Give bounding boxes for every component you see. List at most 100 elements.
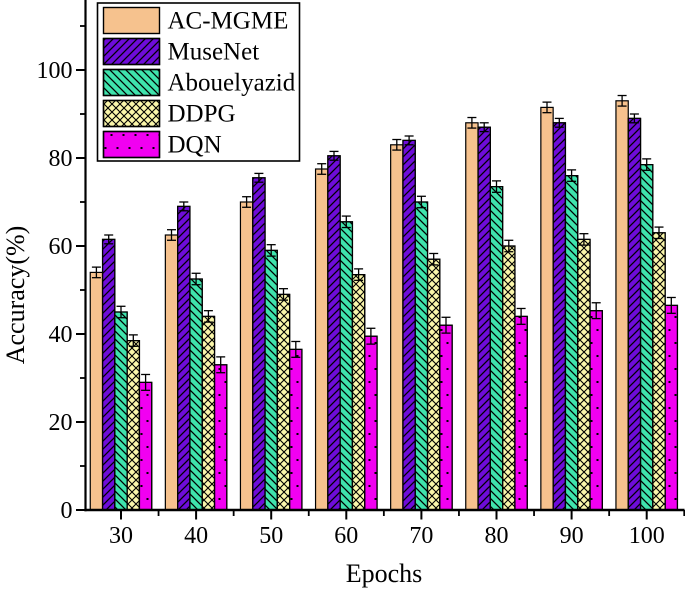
bar-hatch-DDPG-50 (276, 293, 291, 511)
bar-hatch-DDPG-70 (426, 258, 441, 511)
bar-hatch-MuseNet-60 (327, 155, 341, 511)
error-bar-Abouelyazid-80 (492, 180, 501, 193)
legend-label-DDPG: DDPG (168, 101, 236, 128)
error-bar-MuseNet-40 (179, 201, 189, 212)
legend-swatch-AC-MGME (102, 6, 161, 35)
bar-hatch-Abouelyazid-100 (639, 164, 654, 511)
x-tick-label-40: 40 (184, 523, 208, 549)
bar-hatch-DDPG-40 (201, 315, 216, 511)
y-tick-label-20: 20 (49, 410, 73, 436)
bar-hatch-DQN-40 (213, 364, 228, 511)
error-bar-DDPG-70 (429, 252, 439, 266)
bar-hatch-MuseNet-90 (552, 122, 567, 511)
bar-hatch-DQN-60 (364, 335, 378, 511)
bar-hatch-DQN-90 (589, 310, 603, 511)
legend-swatch-hatch-DQN (102, 130, 161, 159)
bar-hatch-DQN-70 (439, 324, 453, 511)
bar-hatch-Abouelyazid-90 (564, 175, 579, 511)
error-bar-Abouelyazid-90 (567, 169, 577, 182)
bar-hatch-DDPG-30 (126, 340, 141, 511)
bar-hatch-DDPG-80 (502, 245, 516, 511)
error-bar-MuseNet-50 (254, 172, 264, 183)
error-bar-DQN-50 (291, 340, 301, 358)
x-tick-label-80: 80 (485, 523, 509, 549)
legend-swatch-hatch-Abouelyazid (102, 68, 161, 97)
error-bar-DDPG-100 (654, 226, 664, 240)
y-tick-label-40: 40 (49, 322, 73, 348)
bar-hatch-Abouelyazid-50 (264, 249, 278, 511)
error-bar-AC-MGME-40 (167, 229, 176, 241)
bar-hatch-DDPG-100 (652, 232, 666, 511)
error-bar-DQN-100 (666, 296, 676, 314)
error-bar-MuseNet-80 (479, 122, 489, 133)
bar-AC-MGME-100 (615, 100, 629, 511)
x-tick-label-60: 60 (334, 523, 358, 549)
bar-hatch-MuseNet-30 (101, 238, 116, 511)
error-bar-DQN-90 (591, 302, 601, 320)
bar-hatch-DDPG-60 (351, 274, 366, 511)
error-bar-Abouelyazid-30 (116, 305, 126, 319)
x-tick-label-100: 100 (629, 523, 665, 549)
error-bar-DDPG-50 (279, 288, 288, 301)
error-bar-DQN-30 (141, 373, 151, 391)
bar-hatch-MuseNet-40 (177, 205, 191, 511)
y-tick-label-0: 0 (61, 498, 73, 524)
bar-hatch-Abouelyazid-70 (414, 201, 429, 511)
y-tick-label-80: 80 (49, 146, 73, 172)
error-bar-AC-MGME-90 (542, 101, 552, 114)
bar-hatch-DQN-100 (664, 304, 679, 511)
error-bar-MuseNet-90 (554, 117, 564, 128)
bar-AC-MGME-50 (239, 201, 254, 511)
x-tick-label-50: 50 (259, 523, 283, 549)
bar-hatch-Abouelyazid-80 (489, 186, 504, 511)
y-axis-title: Accuracy(%) (1, 226, 30, 365)
error-bar-AC-MGME-50 (242, 196, 252, 208)
bar-hatch-MuseNet-100 (627, 117, 642, 511)
y-tick-label-60: 60 (49, 234, 73, 260)
bar-hatch-MuseNet-80 (477, 126, 491, 511)
error-bar-AC-MGME-70 (392, 138, 402, 151)
error-bar-DDPG-40 (203, 310, 213, 323)
x-tick-label-30: 30 (109, 523, 133, 549)
error-bar-AC-MGME-100 (617, 94, 627, 107)
error-bar-DQN-80 (516, 307, 526, 325)
legend-label-MuseNet: MuseNet (168, 39, 260, 66)
error-bar-MuseNet-100 (629, 113, 639, 124)
error-bar-Abouelyazid-50 (266, 244, 276, 257)
error-bar-DQN-60 (366, 327, 376, 345)
legend-swatch-hatch-MuseNet (102, 37, 161, 66)
x-axis-title: Epochs (346, 559, 423, 588)
error-bar-DDPG-80 (504, 239, 514, 253)
bar-hatch-MuseNet-50 (252, 177, 266, 511)
x-tick-label-90: 90 (560, 523, 584, 549)
bar-hatch-Abouelyazid-60 (339, 221, 354, 511)
legend-label-AC-MGME: AC-MGME (168, 8, 289, 35)
bar-AC-MGME-60 (314, 168, 329, 511)
error-bar-Abouelyazid-70 (416, 195, 426, 209)
error-bar-DDPG-90 (579, 233, 589, 246)
error-bar-MuseNet-60 (329, 150, 339, 161)
bar-AC-MGME-80 (465, 122, 479, 511)
error-bar-Abouelyazid-100 (642, 158, 652, 171)
legend-swatch-hatch-DDPG (102, 99, 161, 128)
error-bar-AC-MGME-30 (91, 266, 101, 279)
bar-hatch-Abouelyazid-30 (114, 311, 128, 511)
legend: AC-MGME MuseNet Abouelyazid DDPG DQN (96, 2, 301, 162)
legend-label-DQN: DQN (168, 132, 222, 159)
legend-label-Abouelyazid: Abouelyazid (168, 70, 296, 97)
error-bar-AC-MGME-80 (467, 116, 477, 129)
error-bar-DQN-70 (441, 316, 451, 334)
y-tick-label-100: 100 (37, 58, 73, 84)
bar-hatch-MuseNet-70 (402, 139, 416, 511)
error-bar-MuseNet-30 (104, 234, 114, 245)
bars-layer (89, 94, 679, 511)
error-bar-MuseNet-70 (404, 135, 414, 146)
bar-AC-MGME-30 (89, 271, 104, 511)
bar-hatch-DQN-30 (138, 381, 153, 511)
bar-AC-MGME-90 (540, 106, 554, 511)
bar-hatch-Abouelyazid-40 (189, 278, 203, 511)
error-bar-DDPG-60 (354, 268, 364, 281)
bar-hatch-DQN-50 (289, 348, 303, 511)
